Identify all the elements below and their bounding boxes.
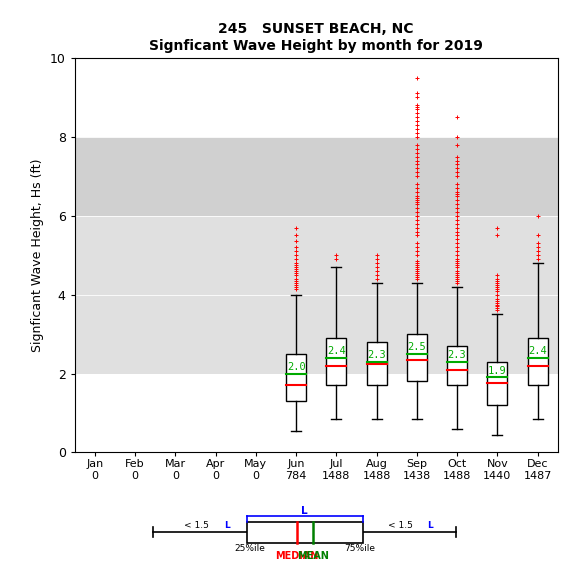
Bar xyxy=(286,354,306,401)
Text: 2.0: 2.0 xyxy=(287,362,305,372)
Text: 75%ile: 75%ile xyxy=(344,544,375,553)
Text: 2.4: 2.4 xyxy=(327,346,346,356)
Text: 1.9: 1.9 xyxy=(488,366,507,376)
Title: 245   SUNSET BEACH, NC
Signficant Wave Height by month for 2019: 245 SUNSET BEACH, NC Signficant Wave Hei… xyxy=(150,23,483,53)
Text: L: L xyxy=(301,506,308,516)
Text: 25%ile: 25%ile xyxy=(235,544,266,553)
Text: L: L xyxy=(225,520,231,530)
Bar xyxy=(247,522,363,543)
Y-axis label: Signficant Wave Height, Hs (ft): Signficant Wave Height, Hs (ft) xyxy=(31,158,44,352)
Text: < 1.5: < 1.5 xyxy=(389,520,416,530)
Bar xyxy=(75,216,558,374)
Bar xyxy=(75,137,558,216)
Text: 2.3: 2.3 xyxy=(367,350,386,360)
Text: 2.3: 2.3 xyxy=(448,350,466,360)
Bar xyxy=(488,362,508,405)
Text: 2.5: 2.5 xyxy=(408,342,426,352)
Bar xyxy=(407,334,427,382)
Text: L: L xyxy=(427,520,433,530)
Text: MEAN: MEAN xyxy=(297,551,329,561)
Bar xyxy=(327,338,346,385)
Bar xyxy=(447,346,467,385)
Text: MEDIAN: MEDIAN xyxy=(275,551,319,561)
Bar xyxy=(528,338,547,385)
Text: 2.4: 2.4 xyxy=(528,346,547,356)
Bar xyxy=(367,342,386,385)
Text: < 1.5: < 1.5 xyxy=(183,520,212,530)
